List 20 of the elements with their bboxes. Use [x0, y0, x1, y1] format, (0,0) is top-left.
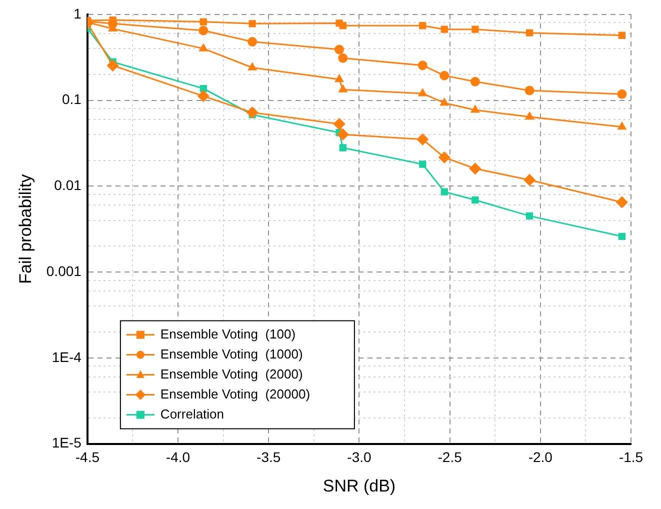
- x-tick-label: -4.5: [75, 449, 100, 466]
- x-tick-label: -2.5: [438, 449, 462, 466]
- legend-label: Ensemble Voting (100): [160, 326, 296, 342]
- x-tick-label: -3.5: [256, 449, 281, 466]
- y-tick-label: 1E-5: [52, 434, 82, 451]
- y-axis-title: Fail probability: [16, 174, 35, 284]
- legend-label: Correlation: [160, 406, 224, 422]
- y-tick-label: 0.01: [54, 177, 82, 194]
- text: -3.0: [347, 449, 372, 466]
- y-tick-label: 0.001: [46, 262, 82, 279]
- text: -4.0: [166, 449, 190, 466]
- legend-label: Ensemble Voting (2000): [160, 366, 303, 382]
- x-axis-title: SNR (dB): [322, 476, 396, 496]
- legend-label: Ensemble Voting (1000): [160, 346, 303, 362]
- y-tick-label: 0.1: [62, 91, 82, 108]
- legend-label: Ensemble Voting (20000): [160, 386, 310, 402]
- text: -2.0: [528, 449, 552, 466]
- y-tick-label: 1: [74, 5, 82, 22]
- y-tick-label: 1E-4: [52, 348, 82, 365]
- x-tick-label: -1.5: [618, 449, 644, 466]
